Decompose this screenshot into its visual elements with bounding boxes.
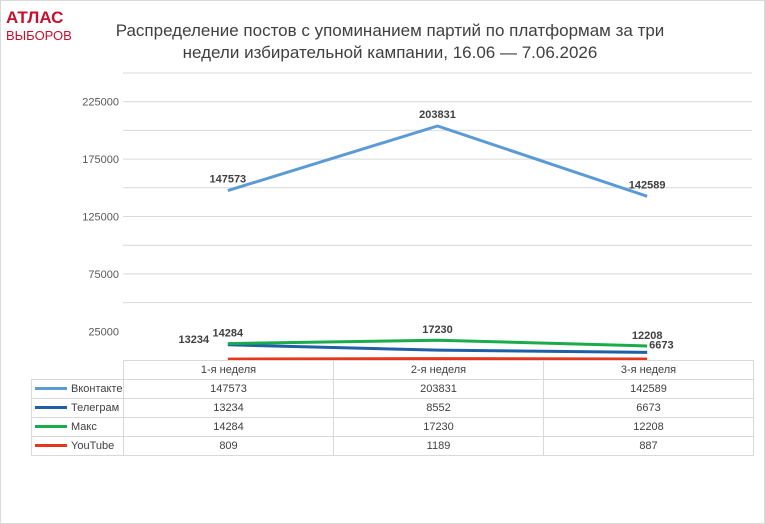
series-name-cell: Вконтакте	[31, 379, 124, 399]
y-tick-label: 25000	[88, 326, 119, 338]
y-tick-label: 125000	[82, 212, 119, 224]
table-cell: 12208	[543, 417, 754, 437]
series-line-вконтакте	[227, 124, 648, 198]
category-label: 2-я неделя	[333, 360, 544, 380]
atlas-logo: АТЛАС ВЫБОРОВ	[6, 8, 72, 44]
table-corner	[31, 360, 124, 380]
data-label: 203831	[419, 109, 456, 121]
series-name-cell: Макс	[31, 417, 124, 437]
table-row: Телеграм 13234 8552 6673	[31, 398, 754, 418]
legend-key	[35, 386, 67, 390]
legend-key	[35, 405, 67, 409]
category-label: 1-я неделя	[123, 360, 334, 380]
table-cell: 14284	[123, 417, 334, 437]
series-name: YouTube	[71, 440, 115, 452]
data-label: 6673	[649, 339, 673, 351]
category-label: 3-я неделя	[543, 360, 754, 380]
legend-key	[35, 424, 67, 428]
data-label: 13234	[179, 334, 210, 346]
series-name: Вконтакте	[71, 383, 123, 395]
series-name-cell: YouTube	[31, 436, 124, 456]
table-cell: 203831	[333, 379, 544, 399]
data-label: 147573	[209, 174, 246, 186]
series-line-телеграм	[227, 343, 648, 354]
data-label: 14284	[213, 328, 244, 340]
logo-bottom-text: ВЫБОРОВ	[6, 28, 72, 43]
legend-key	[35, 443, 67, 447]
series-name: Макс	[71, 421, 97, 433]
data-label: 17230	[422, 324, 453, 336]
y-tick-label: 225000	[82, 97, 119, 109]
chart-title-line-2: недели избирательной кампании, 16.06 — 7…	[182, 43, 598, 62]
table-cell: 147573	[123, 379, 334, 399]
series-name: Телеграм	[71, 402, 120, 414]
table-cell: 6673	[543, 398, 754, 418]
series-line-макс	[227, 338, 648, 348]
table-cell: 17230	[333, 417, 544, 437]
chart-title: Распределение постов с упоминанием парти…	[90, 20, 690, 64]
table-row: YouTube 809 1189 887	[31, 436, 754, 456]
table-cell: 809	[123, 436, 334, 456]
table-cell: 142589	[543, 379, 754, 399]
table-cell: 8552	[333, 398, 544, 418]
y-tick-label: 175000	[82, 154, 119, 166]
table-row: Макс 14284 17230 12208	[31, 417, 754, 437]
table-header-row: 1-я неделя 2-я неделя 3-я неделя	[31, 360, 754, 380]
series-name-cell: Телеграм	[31, 398, 124, 418]
y-tick-label: 75000	[88, 269, 119, 281]
table-cell: 1189	[333, 436, 544, 456]
chart-title-line-1: Распределение постов с упоминанием парти…	[115, 21, 665, 40]
table-cell: 887	[543, 436, 754, 456]
data-label: 12208	[632, 330, 663, 342]
table-cell: 13234	[123, 398, 334, 418]
logo-top-text: АТЛАС	[6, 8, 64, 27]
data-table: 1-я неделя 2-я неделя 3-я неделя Вконтакте 1…	[31, 360, 754, 456]
data-label: 142589	[629, 179, 666, 191]
table-row: Вконтакте 147573 203831 142589	[31, 379, 754, 399]
